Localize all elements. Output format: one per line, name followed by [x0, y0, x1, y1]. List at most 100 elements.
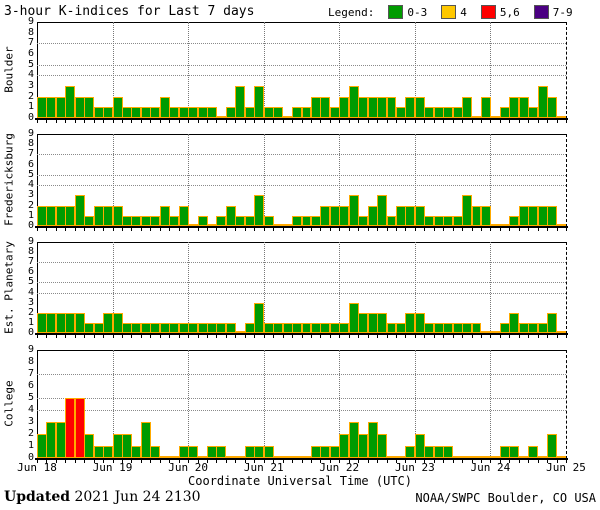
axis-tick — [556, 228, 558, 231]
axis-tick — [433, 460, 435, 463]
kindex-bar — [499, 107, 510, 118]
legend-swatch-yellow — [441, 5, 457, 19]
axis-tick — [537, 120, 539, 123]
axis-tick — [292, 228, 294, 231]
axis-tick — [254, 460, 256, 463]
axis-tick — [490, 120, 492, 123]
axis-tick — [405, 460, 407, 463]
axis-tick — [424, 120, 426, 123]
axis-tick — [46, 120, 48, 123]
kindex-bar — [140, 322, 151, 333]
axis-tick — [122, 228, 124, 231]
axis-tick — [509, 228, 511, 231]
kindex-bar — [103, 446, 114, 458]
k-gridline-7 — [37, 154, 566, 156]
day-gridline — [490, 242, 492, 333]
axis-tick — [386, 120, 388, 123]
axis-tick — [140, 228, 142, 231]
axis-tick — [65, 335, 67, 338]
legend-item-purple: 7-9 — [526, 5, 573, 19]
y-tick-label: 8 — [27, 356, 34, 367]
axis-tick — [452, 460, 454, 463]
updated-label: Updated — [4, 489, 71, 505]
axis-tick — [131, 120, 133, 123]
kindex-bar — [225, 107, 236, 118]
axis-tick — [225, 228, 227, 231]
axis-tick — [509, 335, 511, 338]
axis-tick — [225, 335, 227, 338]
legend-text-purple: 7-9 — [552, 5, 573, 19]
axis-tick — [244, 460, 246, 463]
kindex-bar — [131, 107, 142, 118]
kindex-bar — [329, 446, 340, 458]
kindex-bar — [405, 446, 416, 458]
axis-tick — [103, 120, 105, 123]
kindex-bar — [452, 322, 463, 333]
axis-tick — [169, 460, 171, 463]
axis-tick — [225, 460, 227, 463]
day-gridline — [112, 22, 114, 118]
day-gridline — [339, 242, 341, 333]
axis-tick — [93, 335, 95, 338]
kindex-bar — [282, 322, 293, 333]
axis-tick — [159, 120, 161, 123]
kindex-bar — [405, 205, 416, 226]
kindex-bar — [320, 322, 331, 333]
axis-tick — [188, 335, 190, 338]
kindex-bar — [310, 215, 321, 226]
kindex-bar — [131, 446, 142, 458]
kindex-bar — [471, 205, 482, 226]
kindex-bar — [443, 322, 454, 333]
kindex-bar — [377, 434, 387, 458]
y-tick-label: 7 — [27, 37, 34, 49]
kindex-bar — [282, 224, 293, 226]
axis-tick — [433, 120, 435, 123]
kindex-bar — [178, 322, 189, 333]
legend-text-yellow: 4 — [460, 5, 467, 19]
kindex-bar — [216, 116, 227, 118]
kindex-bar — [414, 434, 425, 458]
kindex-bar — [273, 107, 284, 118]
kindex-bar — [556, 331, 567, 333]
y-tick-label: 6 — [27, 380, 34, 391]
kindex-bar — [197, 215, 208, 226]
axis-tick — [159, 228, 161, 231]
axis-baseline — [35, 118, 568, 120]
axis-tick — [225, 120, 227, 123]
kindex-bar — [244, 322, 255, 333]
axis-tick — [537, 460, 539, 463]
axis-tick — [443, 228, 445, 231]
axis-tick — [443, 120, 445, 123]
kindex-bar — [518, 96, 529, 118]
kindex-bar — [207, 107, 217, 118]
axis-tick — [169, 120, 171, 123]
axis-tick — [178, 120, 180, 123]
axis-tick — [292, 335, 294, 338]
kindex-bar — [443, 107, 454, 118]
axis-tick — [528, 228, 530, 231]
credit-text: NOAA/SWPC Boulder, CO USA — [415, 491, 596, 505]
day-gridline — [112, 242, 114, 333]
kindex-bar — [197, 107, 208, 118]
kindex-bar — [207, 322, 217, 333]
kindex-bar — [178, 107, 189, 118]
kindex-bar — [84, 434, 95, 458]
axis-tick — [74, 120, 76, 123]
axis-tick — [367, 228, 369, 231]
axis-tick — [235, 228, 237, 231]
kindex-bar — [112, 96, 123, 118]
kindex-bar — [225, 456, 236, 458]
axis-tick — [244, 120, 246, 123]
axis-tick — [84, 460, 86, 463]
axis-tick — [112, 335, 114, 338]
station-label-est-planetary: Est. Planetary — [2, 240, 16, 334]
axis-tick — [93, 460, 95, 463]
axis-tick — [433, 335, 435, 338]
kindex-bar — [55, 96, 66, 118]
axis-tick — [499, 335, 501, 338]
axis-tick — [509, 460, 511, 463]
kindex-bar — [46, 422, 57, 458]
day-gridline — [490, 134, 492, 226]
day-gridline — [339, 134, 341, 226]
x-axis-title: Coordinate Universal Time (UTC) — [188, 474, 412, 488]
